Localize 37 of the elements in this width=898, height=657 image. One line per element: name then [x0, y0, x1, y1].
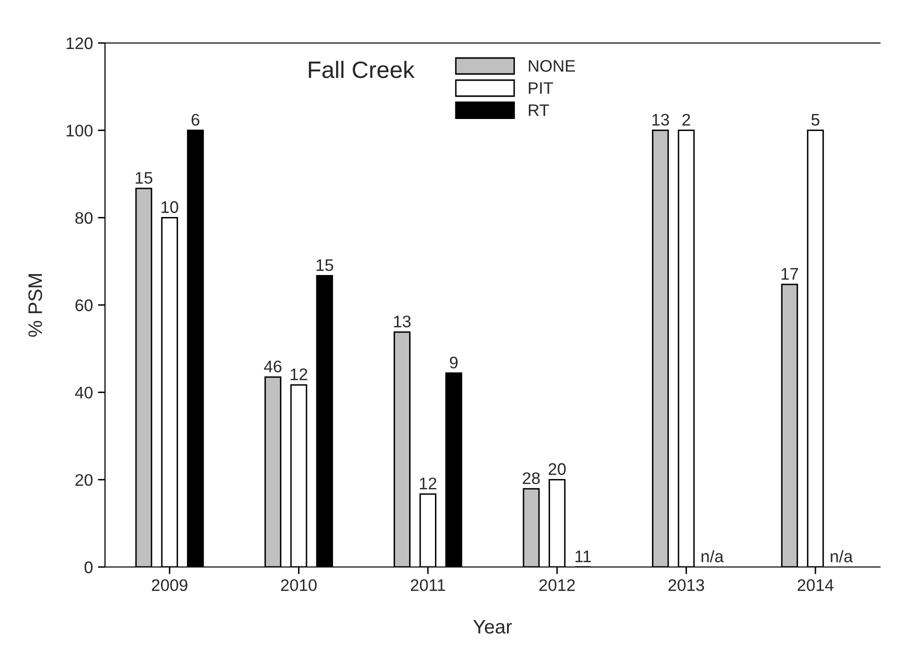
legend-label: PIT	[528, 82, 554, 94]
x-tick-label: 2010	[281, 579, 317, 592]
annotation: 13	[394, 316, 411, 328]
y-tick-label: 40	[75, 386, 93, 399]
text: Fall Creek	[308, 60, 415, 78]
annotation: 15	[316, 259, 334, 272]
y-tick-label: 20	[75, 474, 93, 486]
annotation: 20	[548, 463, 566, 475]
annotation: 12	[290, 368, 308, 380]
annotation: 9	[450, 356, 458, 368]
annotation: n/a	[830, 550, 853, 562]
x-tick-label: 2011	[410, 579, 446, 592]
annotation: 46	[264, 360, 282, 372]
x-axis-title: Year	[473, 620, 512, 634]
y-tick-label: 0	[84, 561, 93, 574]
x-tick-label: 2012	[539, 579, 575, 592]
y-tick-label: 60	[76, 299, 93, 312]
annotation: 5	[811, 114, 820, 126]
annotation: 12	[420, 478, 436, 490]
annotation: 15	[136, 172, 152, 184]
annotation: 6	[192, 114, 200, 126]
x-tick-label: 2013	[668, 579, 704, 592]
annotation: 28	[522, 472, 540, 484]
y-axis-title: % PSM	[28, 274, 42, 337]
annotation: 11	[576, 550, 591, 562]
y-tick-label: 100	[66, 124, 93, 137]
y-tick-label: 80	[75, 212, 93, 224]
annotation: 13	[652, 114, 669, 126]
annotation: 17	[782, 268, 798, 280]
x-tick-label: 2014	[798, 579, 834, 592]
legend-label: RT	[528, 104, 550, 116]
y-tick-label: 120	[66, 37, 93, 50]
annotation: 2	[682, 114, 690, 126]
annotation: n/a	[702, 550, 724, 562]
annotation: 10	[162, 201, 178, 213]
x-tick-label: 2009	[152, 579, 188, 592]
legend-label: NONE	[528, 60, 575, 72]
